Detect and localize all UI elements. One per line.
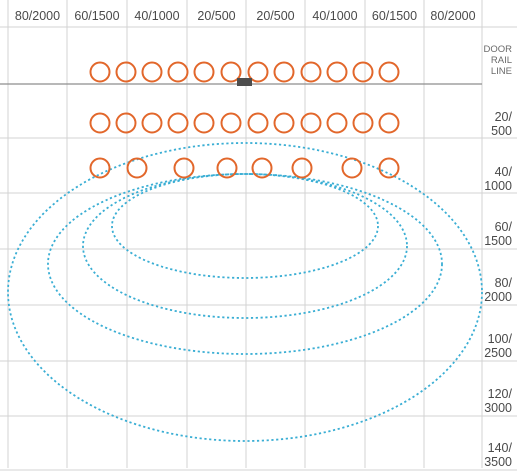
detection-spot	[141, 61, 163, 83]
detection-spot	[300, 112, 322, 134]
detection-spot	[247, 61, 269, 83]
detection-spot	[352, 112, 374, 134]
detection-spot	[273, 61, 295, 83]
row-label: 140/3500	[484, 441, 512, 469]
row-label: 80/2000	[484, 276, 512, 304]
coverage-pattern-ellipse	[47, 173, 443, 355]
row-label-line: 40/	[495, 165, 513, 179]
row-label-line: 120/	[488, 387, 513, 401]
row-label-line: 1000	[484, 179, 512, 193]
detection-spot	[115, 112, 137, 134]
row-label: 100/2500	[484, 332, 512, 360]
column-label: 40/1000	[134, 9, 179, 23]
detection-spot	[141, 112, 163, 134]
row-label: 120/3000	[484, 387, 512, 415]
detection-spot	[220, 61, 242, 83]
row-label-line: 2500	[484, 346, 512, 360]
column-label: 60/1500	[74, 9, 119, 23]
detection-spot	[173, 157, 195, 179]
detection-spot	[89, 61, 111, 83]
detection-spot	[291, 157, 313, 179]
row-label-line: RAIL	[491, 55, 512, 66]
row-label-line: 3000	[484, 401, 512, 415]
detection-spot	[126, 157, 148, 179]
coverage-pattern-ellipse	[82, 173, 408, 319]
row-label-line: 80/	[495, 276, 513, 290]
detection-spot	[167, 61, 189, 83]
detection-spot	[220, 112, 242, 134]
sensor-marker-icon	[237, 78, 252, 86]
column-label: 80/2000	[430, 9, 475, 23]
detection-spot	[193, 61, 215, 83]
detection-spot	[341, 157, 363, 179]
column-label: 20/500	[256, 9, 294, 23]
coverage-pattern-ellipse	[7, 142, 483, 442]
detection-spot	[89, 112, 111, 134]
column-label: 40/1000	[312, 9, 357, 23]
row-label-line: 2000	[484, 290, 512, 304]
row-label: 60/1500	[484, 220, 512, 248]
detection-spot	[167, 112, 189, 134]
detection-spot	[326, 112, 348, 134]
detection-spot	[216, 157, 238, 179]
column-labels: 80/2000 60/1500 40/1000 20/500 20/500 40/1000…	[15, 9, 476, 23]
detection-spot	[193, 112, 215, 134]
coverage-pattern-ellipse	[111, 173, 379, 279]
coverage-patterns	[7, 142, 483, 442]
row-label-line: 100/	[488, 332, 513, 346]
detection-spots	[89, 61, 400, 179]
detection-spot	[378, 157, 400, 179]
detection-spot	[251, 157, 273, 179]
detection-spot	[273, 112, 295, 134]
detection-spot	[378, 61, 400, 83]
row-label-line: DOOR	[484, 44, 513, 55]
detection-spot	[378, 112, 400, 134]
row-label: 20/500	[491, 110, 512, 138]
row-label-line: 20/	[495, 110, 513, 124]
detection-spot	[300, 61, 322, 83]
column-label: 60/1500	[372, 9, 417, 23]
detection-spot	[326, 61, 348, 83]
detection-spot	[89, 157, 111, 179]
row-label: 40/1000	[484, 165, 512, 193]
row-label-line: 60/	[495, 220, 513, 234]
column-label: 20/500	[197, 9, 235, 23]
row-label-line: 140/	[488, 441, 513, 455]
detection-spot	[352, 61, 374, 83]
row-label-line: 500	[491, 124, 512, 138]
row-label-line: 3500	[484, 455, 512, 469]
detection-spot	[247, 112, 269, 134]
row-label-line: LINE	[491, 66, 512, 77]
row-label-line: 1500	[484, 234, 512, 248]
detection-spot	[115, 61, 137, 83]
column-label: 80/2000	[15, 9, 60, 23]
